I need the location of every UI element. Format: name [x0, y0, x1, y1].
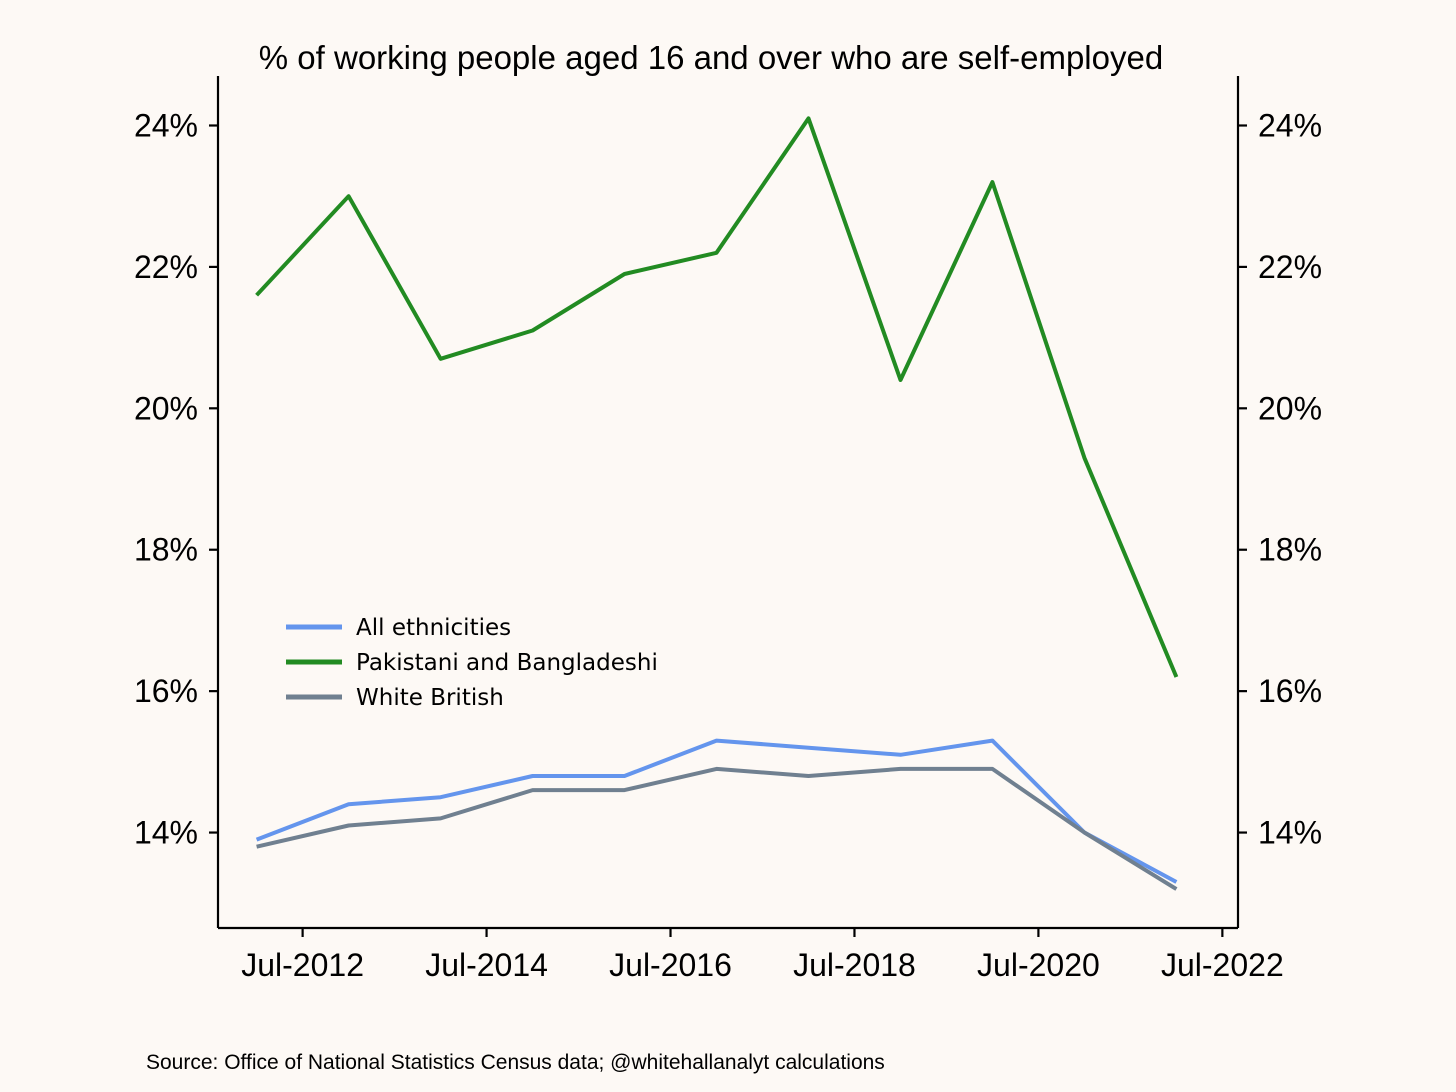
x-tick-label: Jul-2014 [425, 947, 548, 983]
source-note: Source: Office of National Statistics Ce… [146, 1051, 885, 1074]
y-tick-label-left: 18% [134, 532, 198, 568]
y-tick-label-right: 22% [1258, 249, 1322, 285]
axes: 14% 14% 16% 16% 18% 18% 20% 20% 22% 22% 24% 24% Jul-… [134, 76, 1322, 983]
y-tick-label-right: 18% [1258, 532, 1322, 568]
x-tick-label: Jul-2018 [793, 947, 916, 983]
x-tick-label: Jul-2020 [977, 947, 1100, 983]
y-tick-label-right: 20% [1258, 390, 1322, 426]
legend-label-pakistani-and-bangladeshi: Pakistani and Bangladeshi [356, 650, 658, 676]
legend: All ethnicities Pakistani and Bangladeshi… [286, 615, 658, 711]
chart-title: % of working people aged 16 and over who… [259, 39, 1163, 76]
y-tick-label-left: 14% [134, 815, 198, 851]
y-tick-label-left: 20% [134, 390, 198, 426]
y-tick-label-right: 16% [1258, 673, 1322, 709]
legend-label-all-ethnicities: All ethnicities [356, 615, 511, 641]
x-tick-label: Jul-2022 [1161, 947, 1284, 983]
series-line-white-british [256, 766, 1178, 891]
x-tick-label: Jul-2016 [609, 947, 732, 983]
y-tick-label-right: 14% [1258, 815, 1322, 851]
series-line-all-ethnicities [255, 738, 1178, 884]
series-line-pakistani-and-bangladeshi [255, 116, 1179, 678]
y-tick-label-left: 16% [134, 673, 198, 709]
legend-label-white-british: White British [356, 685, 504, 711]
x-tick-label: Jul-2012 [241, 947, 364, 983]
y-tick-label-left: 24% [134, 107, 198, 143]
y-tick-label-right: 24% [1258, 107, 1322, 143]
y-tick-label-left: 22% [134, 249, 198, 285]
series-group [255, 116, 1179, 891]
